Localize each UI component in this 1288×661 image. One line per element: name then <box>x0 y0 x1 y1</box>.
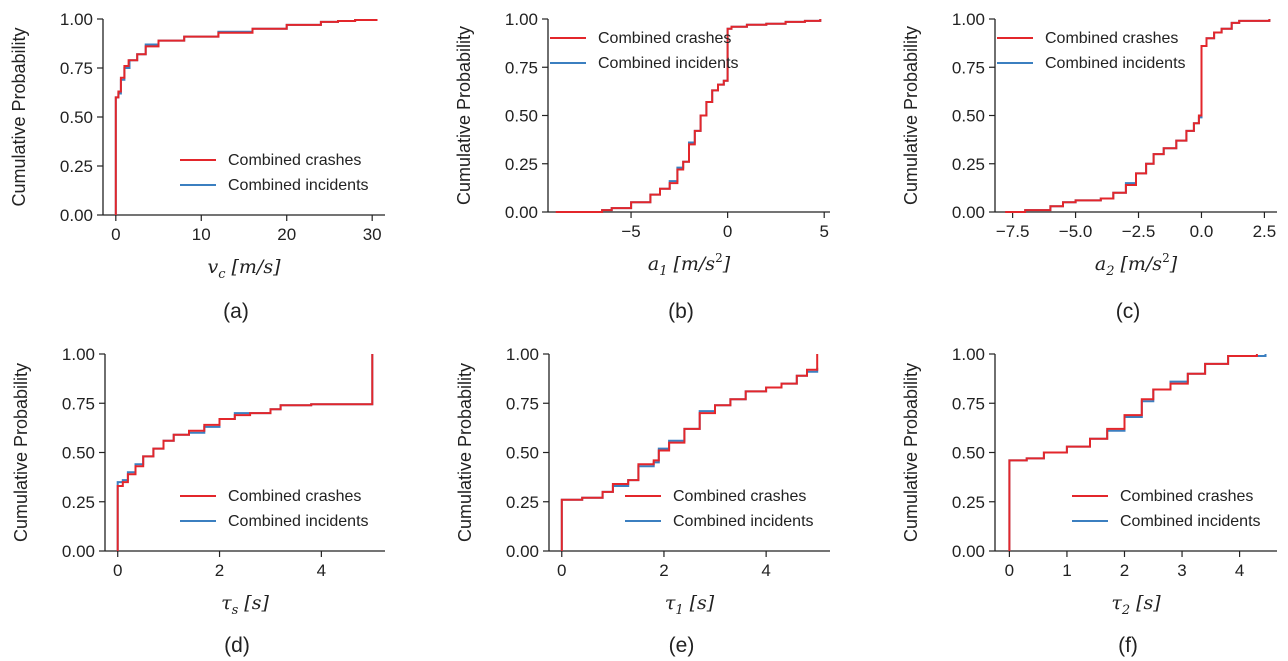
y-tick-label: 1.00 <box>505 10 538 29</box>
y-tick-label: 0.75 <box>952 394 985 413</box>
panel-caption: (c) <box>1116 300 1141 323</box>
x-axis-label: τ2 [s] <box>1111 592 1161 618</box>
legend-label: Combined incidents <box>598 55 739 72</box>
x-tick-label: 20 <box>277 225 296 244</box>
y-axis-label: Cumulative Probability <box>901 363 921 542</box>
panel-caption: (b) <box>668 300 694 323</box>
x-tick-label: 2 <box>659 561 668 580</box>
y-axis-label: Cumulative Probability <box>9 27 29 206</box>
series-line-incidents <box>555 19 822 213</box>
series-line-crashes <box>114 19 378 215</box>
y-tick-label: 0.50 <box>505 107 538 126</box>
x-tick-label: 0 <box>113 561 122 580</box>
series-line-crashes <box>1008 354 1258 551</box>
y-tick-label: 0.75 <box>62 394 95 413</box>
series-line-crashes <box>116 354 374 551</box>
x-tick-label: −5 <box>621 222 640 241</box>
x-tick-label: 2.5 <box>1253 222 1277 241</box>
series-line-crashes <box>1005 19 1271 213</box>
legend-label: Combined crashes <box>228 152 361 169</box>
y-tick-label: 0.75 <box>506 394 539 413</box>
x-tick-label: 0 <box>557 561 566 580</box>
x-tick-label: 4 <box>761 561 770 580</box>
chart-panel: 0.00 0.25 0.50 0.75 1.00 0 10 20 30 Cumulative Pr… <box>9 10 385 323</box>
legend-label: Combined incidents <box>1045 55 1186 72</box>
y-tick-label: 0.50 <box>62 444 95 463</box>
chart-panel: 0.00 0.25 0.50 0.75 1.00 −7.5 −5.0 −2.5 0.0 2.5 Cu… <box>901 10 1277 323</box>
y-axis-label: Cumulative Probability <box>901 26 921 205</box>
legend-label: Combined incidents <box>228 177 369 194</box>
y-tick-label: 0.50 <box>952 107 985 126</box>
y-tick-label: 0.25 <box>952 493 985 512</box>
y-tick-label: 1.00 <box>506 345 539 364</box>
y-tick-label: 0.00 <box>952 203 985 222</box>
y-tick-label: 1.00 <box>62 345 95 364</box>
y-tick-label: 0.00 <box>60 206 93 225</box>
y-tick-label: 0.00 <box>505 203 538 222</box>
y-tick-label: 0.25 <box>952 155 985 174</box>
panel-caption: (a) <box>223 300 249 323</box>
y-tick-label: 0.50 <box>506 444 539 463</box>
legend-label: Combined crashes <box>598 30 731 47</box>
x-axis-label: a2 [m/s2] <box>1095 251 1178 279</box>
y-tick-label: 0.25 <box>506 493 539 512</box>
y-tick-label: 0.50 <box>952 444 985 463</box>
legend-label: Combined crashes <box>1120 488 1253 505</box>
x-axis-label: a1 [m/s2] <box>648 251 731 279</box>
y-tick-label: 0.25 <box>60 157 93 176</box>
legend-label: Combined incidents <box>673 513 814 530</box>
legend-label: Combined incidents <box>228 513 369 530</box>
x-tick-label: 30 <box>363 225 382 244</box>
x-tick-label: −5.0 <box>1059 222 1093 241</box>
y-tick-label: 0.75 <box>505 58 538 77</box>
chart-panel: 0.00 0.25 0.50 0.75 1.00 0 1 2 3 4 Cumulative Prob… <box>901 345 1277 657</box>
y-tick-label: 0.75 <box>60 59 93 78</box>
panel-caption: (f) <box>1118 634 1138 657</box>
y-tick-label: 0.00 <box>952 542 985 561</box>
y-tick-label: 1.00 <box>60 10 93 29</box>
x-tick-label: −7.5 <box>996 222 1030 241</box>
y-tick-label: 1.00 <box>952 10 985 29</box>
x-tick-label: 10 <box>192 225 211 244</box>
x-axis-label: τs [s] <box>221 592 269 618</box>
x-tick-label: 0.0 <box>1190 222 1214 241</box>
x-axis-label: vc [m/s] <box>207 256 281 282</box>
x-tick-label: 4 <box>317 561 326 580</box>
chart-panel: 0.00 0.25 0.50 0.75 1.00 0 2 4 Cumulative Probab… <box>11 345 385 657</box>
x-tick-label: 2 <box>215 561 224 580</box>
y-tick-label: 0.75 <box>952 58 985 77</box>
y-tick-label: 0.50 <box>60 108 93 127</box>
x-tick-label: 0 <box>1005 561 1014 580</box>
y-tick-label: 0.00 <box>506 542 539 561</box>
series-line-incidents <box>1005 19 1271 213</box>
y-tick-label: 0.25 <box>505 155 538 174</box>
panel-caption: (e) <box>669 634 695 657</box>
x-tick-label: 3 <box>1177 561 1186 580</box>
x-tick-label: 0 <box>723 222 732 241</box>
x-tick-label: 5 <box>819 222 828 241</box>
series-line-crashes <box>560 354 819 551</box>
x-axis-label: τ1 [s] <box>665 592 715 618</box>
series-line-crashes <box>555 19 822 213</box>
x-tick-label: −2.5 <box>1122 222 1156 241</box>
y-axis-label: Cumulative Probability <box>455 363 475 542</box>
x-tick-label: 1 <box>1062 561 1071 580</box>
legend-label: Combined crashes <box>673 488 806 505</box>
chart-panel: 0.00 0.25 0.50 0.75 1.00 −5 0 5 Cumulative Proba… <box>454 10 830 323</box>
y-axis-label: Cumulative Probability <box>11 363 31 542</box>
chart-panel: 0.00 0.25 0.50 0.75 1.00 0 2 4 Cumulative Probab… <box>455 345 830 657</box>
y-tick-label: 1.00 <box>952 345 985 364</box>
x-tick-label: 0 <box>111 225 120 244</box>
legend-label: Combined incidents <box>1120 513 1261 530</box>
y-tick-label: 0.25 <box>62 493 95 512</box>
x-tick-label: 4 <box>1235 561 1244 580</box>
y-axis-label: Cumulative Probability <box>454 26 474 205</box>
legend-label: Combined crashes <box>228 488 361 505</box>
legend-label: Combined crashes <box>1045 30 1178 47</box>
panel-caption: (d) <box>224 634 250 657</box>
y-tick-label: 0.00 <box>62 542 95 561</box>
x-tick-label: 2 <box>1120 561 1129 580</box>
